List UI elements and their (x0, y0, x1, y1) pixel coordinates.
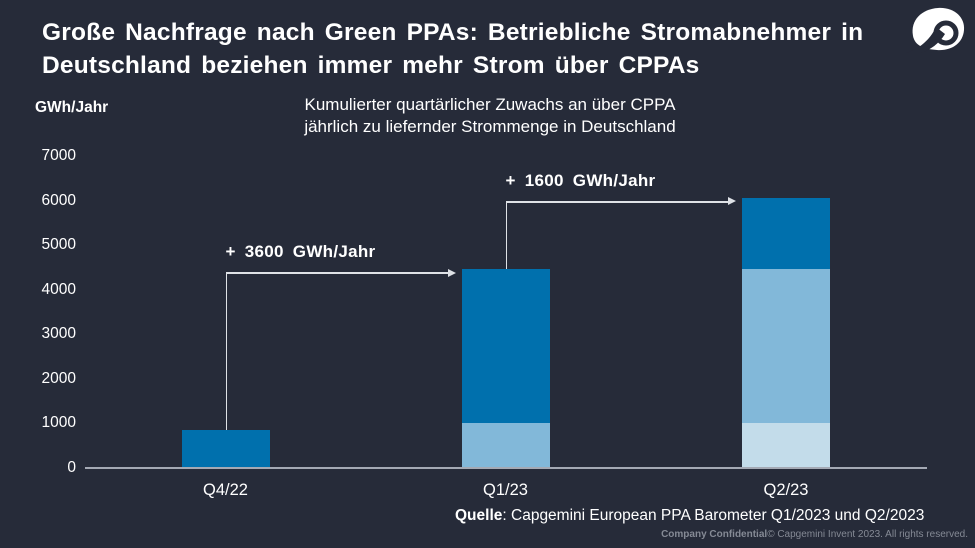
x-category-label: Q1/23 (483, 481, 528, 499)
y-tick-label: 7000 (41, 147, 76, 164)
annotation-label: + 3600 GWh/Jahr (225, 242, 376, 262)
capgemini-logo-icon (906, 5, 970, 55)
y-tick-label: 3000 (41, 325, 76, 342)
y-tick-label: 4000 (41, 280, 76, 298)
chart-title: Kumulierter quartärlicher Zuwachs an übe… (150, 94, 830, 138)
bar-segment (181, 429, 270, 468)
annotation-label: + 1600 GWh/Jahr (505, 171, 656, 191)
y-tick-label: 6000 (41, 191, 76, 209)
annotation-arrowhead-icon (728, 197, 736, 206)
annotation-arrow-line (505, 201, 729, 203)
x-axis-line (85, 466, 927, 469)
y-tick-label: 1000 (41, 414, 76, 431)
slide-title-line-2: Deutschland beziehen immer mehr Strom üb… (42, 52, 700, 79)
slide-title-line-1: Große Nachfrage nach Green PPAs: Betrieb… (42, 19, 864, 46)
source-label: Quelle (455, 507, 503, 524)
y-tick-label: 0 (67, 458, 76, 476)
bar-segment (461, 423, 550, 468)
bar-segment (742, 198, 830, 270)
chart-title-line-1: Kumulierter quartärlicher Zuwachs an übe… (304, 95, 676, 114)
slide-title: Große Nachfrage nach Green PPAs: Betrieb… (42, 16, 942, 82)
chart-title-line-2: jährlich zu liefernder Strommenge in Deu… (304, 117, 676, 136)
source-line: Quelle: Capgemini European PPA Barometer… (455, 507, 924, 525)
annotation-arrowhead-icon (447, 268, 456, 277)
confidential-label: Company Confidential (661, 529, 768, 540)
annotation-arrow-line (225, 272, 449, 274)
bar-segment (742, 269, 830, 423)
confidential-line: Company Confidential© Capgemini Invent 2… (661, 529, 968, 540)
annotation-elbow-line (505, 201, 507, 270)
bar-segment (742, 423, 830, 468)
y-tick-label: 5000 (41, 236, 76, 253)
source-text: : Capgemini European PPA Barometer Q1/20… (502, 507, 925, 524)
annotation-elbow-line (225, 272, 227, 430)
y-axis-unit-label: GWh/Jahr (35, 99, 109, 116)
bar-segment (461, 269, 550, 423)
x-category-label: Q4/22 (203, 481, 248, 499)
y-tick-label: 2000 (41, 369, 76, 387)
x-category-label: Q2/23 (763, 481, 809, 499)
confidential-text: © Capgemini Invent 2023. All rights rese… (767, 529, 968, 540)
